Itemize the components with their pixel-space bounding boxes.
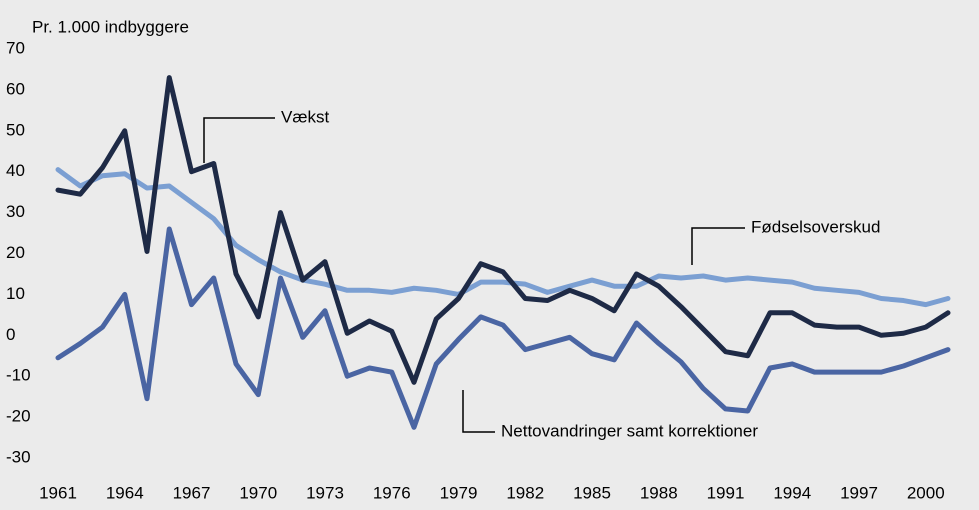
x-tick-label: 1973 bbox=[306, 483, 344, 502]
annotation-line bbox=[691, 227, 745, 265]
series-line bbox=[55, 75, 951, 385]
y-tick-label: 50 bbox=[6, 120, 25, 139]
x-tick-label: 1979 bbox=[440, 483, 478, 502]
y-tick-label: 70 bbox=[6, 38, 25, 57]
x-tick-label: 1970 bbox=[239, 483, 277, 502]
annotation-line bbox=[462, 390, 495, 433]
legend-label: Fødselsoverskud bbox=[751, 217, 880, 236]
y-tick-label: 0 bbox=[6, 325, 15, 344]
x-tick-label: 1982 bbox=[506, 483, 544, 502]
x-tick-label: 1991 bbox=[707, 483, 745, 502]
x-tick-label: 1976 bbox=[373, 483, 411, 502]
x-tick-label: 1997 bbox=[840, 483, 878, 502]
y-tick-label: 20 bbox=[6, 243, 25, 262]
y-tick-label: -20 bbox=[6, 407, 31, 426]
series-line bbox=[55, 167, 951, 308]
legend-label: Nettovandringer samt korrektioner bbox=[501, 421, 758, 440]
x-tick-label: 1961 bbox=[39, 483, 77, 502]
y-tick-label: 40 bbox=[6, 161, 25, 180]
legend-label: Vækst bbox=[281, 107, 329, 126]
y-tick-label: 60 bbox=[6, 79, 25, 98]
x-tick-label: 1994 bbox=[773, 483, 811, 502]
x-tick-label: 2000 bbox=[907, 483, 945, 502]
x-tick-label: 1985 bbox=[573, 483, 611, 502]
x-tick-label: 1964 bbox=[106, 483, 144, 502]
y-tick-label: 30 bbox=[6, 202, 25, 221]
y-tick-label: -30 bbox=[6, 447, 31, 466]
x-tick-label: 1967 bbox=[173, 483, 211, 502]
y-tick-label: 10 bbox=[6, 284, 25, 303]
y-tick-label: -10 bbox=[6, 366, 31, 385]
annotation-line bbox=[203, 117, 275, 163]
y-axis-title: Pr. 1.000 indbyggere bbox=[32, 17, 189, 36]
x-tick-label: 1988 bbox=[640, 483, 678, 502]
series-line bbox=[55, 226, 951, 430]
